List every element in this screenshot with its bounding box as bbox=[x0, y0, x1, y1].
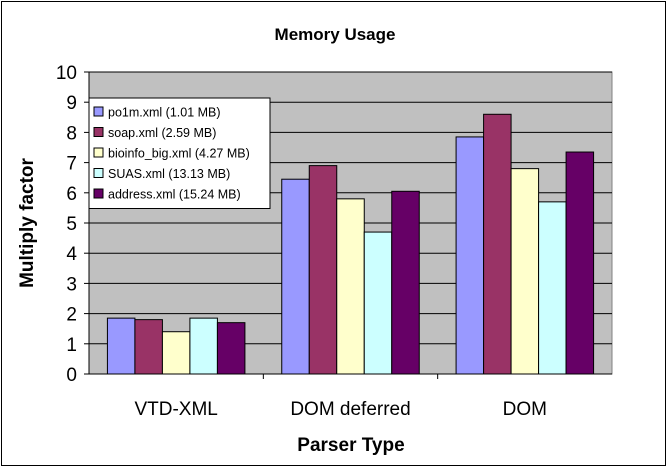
category-label: DOM deferred bbox=[290, 399, 410, 420]
bar bbox=[216, 322, 246, 375]
legend-label: SUAS.xml (13.13 MB) bbox=[108, 167, 230, 181]
y-tick-label: 0 bbox=[66, 365, 77, 386]
legend-label: bioinfo_big.xml (4.27 MB) bbox=[108, 147, 250, 161]
y-tick-label: 9 bbox=[66, 93, 77, 114]
y-tick-label: 3 bbox=[66, 274, 77, 295]
bar bbox=[565, 151, 595, 375]
legend-label: soap.xml (2.59 MB) bbox=[108, 126, 216, 140]
category-label: DOM bbox=[503, 399, 547, 420]
legend-swatch bbox=[93, 168, 104, 178]
y-axis-title: Multiply factor bbox=[17, 157, 38, 287]
x-axis-title: Parser Type bbox=[297, 435, 404, 456]
bar bbox=[336, 198, 365, 375]
legend-label: po1m.xml (1.01 MB) bbox=[108, 106, 221, 120]
bar bbox=[106, 317, 136, 375]
y-tick-label: 7 bbox=[66, 154, 77, 175]
y-tick-label: 4 bbox=[66, 244, 77, 265]
bar bbox=[538, 201, 567, 375]
y-tick-label: 8 bbox=[66, 123, 77, 144]
legend-swatch bbox=[93, 147, 104, 158]
legend-swatch bbox=[93, 106, 104, 117]
bar bbox=[391, 190, 420, 375]
category-label: VTD-XML bbox=[134, 399, 217, 420]
legend-swatch bbox=[93, 127, 104, 137]
bar bbox=[161, 331, 191, 375]
y-tick-labels: 0 1 2 3 4 5 6 7 8 9 10 bbox=[56, 63, 78, 386]
chart-title: Memory Usage bbox=[275, 25, 396, 44]
y-tick-label: 10 bbox=[56, 63, 77, 84]
legend-swatch bbox=[93, 188, 104, 199]
bar bbox=[483, 113, 512, 375]
bar bbox=[134, 319, 163, 375]
legend: po1m.xml (1.01 MB) soap.xml (2.59 MB) bioi… bbox=[88, 97, 271, 209]
bar bbox=[281, 178, 310, 375]
y-tick-label: 1 bbox=[66, 335, 77, 356]
bar bbox=[308, 165, 338, 375]
bar bbox=[455, 136, 485, 375]
legend-box bbox=[88, 97, 271, 209]
category-labels: VTD-XML DOM deferred DOM bbox=[134, 399, 547, 420]
legend-label: address.xml (15.24 MB) bbox=[108, 188, 241, 202]
y-tick-label: 6 bbox=[66, 184, 77, 205]
y-tick-label: 2 bbox=[66, 305, 77, 326]
bar bbox=[189, 317, 218, 375]
bar bbox=[363, 231, 393, 375]
y-tick-label: 5 bbox=[66, 214, 77, 235]
bar bbox=[510, 168, 540, 375]
